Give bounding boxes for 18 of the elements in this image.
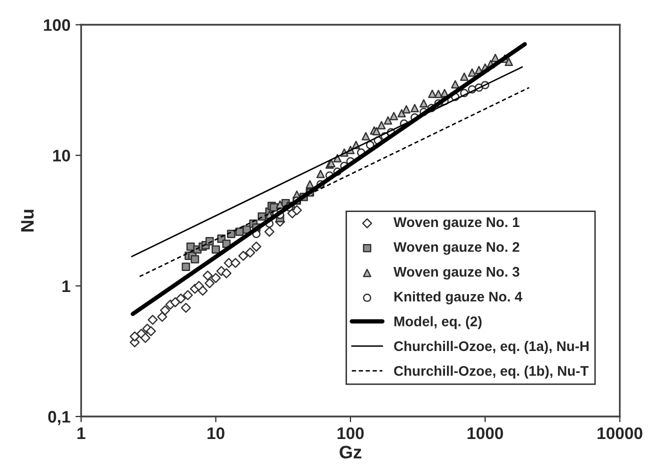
- y-tick-label: 10: [53, 150, 70, 162]
- legend-label: Woven gauze No. 1: [394, 217, 520, 230]
- legend-label: Knitted gauze No. 4: [394, 291, 522, 304]
- legend-label: Model, eq. (2): [394, 316, 482, 330]
- legend-label: Churchill-Ozoe, eq. (1b), Nu-T: [394, 366, 589, 379]
- x-axis-title: Gz: [340, 446, 362, 458]
- legend-label: Churchill-Ozoe, eq. (1a), Nu-H: [394, 340, 589, 354]
- x-tick-label: 10000: [598, 427, 642, 440]
- y-tick-label: 1: [62, 280, 70, 292]
- y-axis-title: Nu: [21, 210, 34, 232]
- x-tick-label: 1: [78, 428, 86, 439]
- x-tick-label: 10: [208, 427, 224, 440]
- legend-label: Woven gauze No. 2: [394, 242, 520, 255]
- y-tick-label: 100: [44, 19, 70, 31]
- legend-label: Woven gauze No. 3: [394, 266, 520, 280]
- x-tick-label: 1000: [468, 427, 503, 440]
- y-tick-label: 0,1: [48, 410, 70, 426]
- x-tick-label: 100: [338, 427, 364, 440]
